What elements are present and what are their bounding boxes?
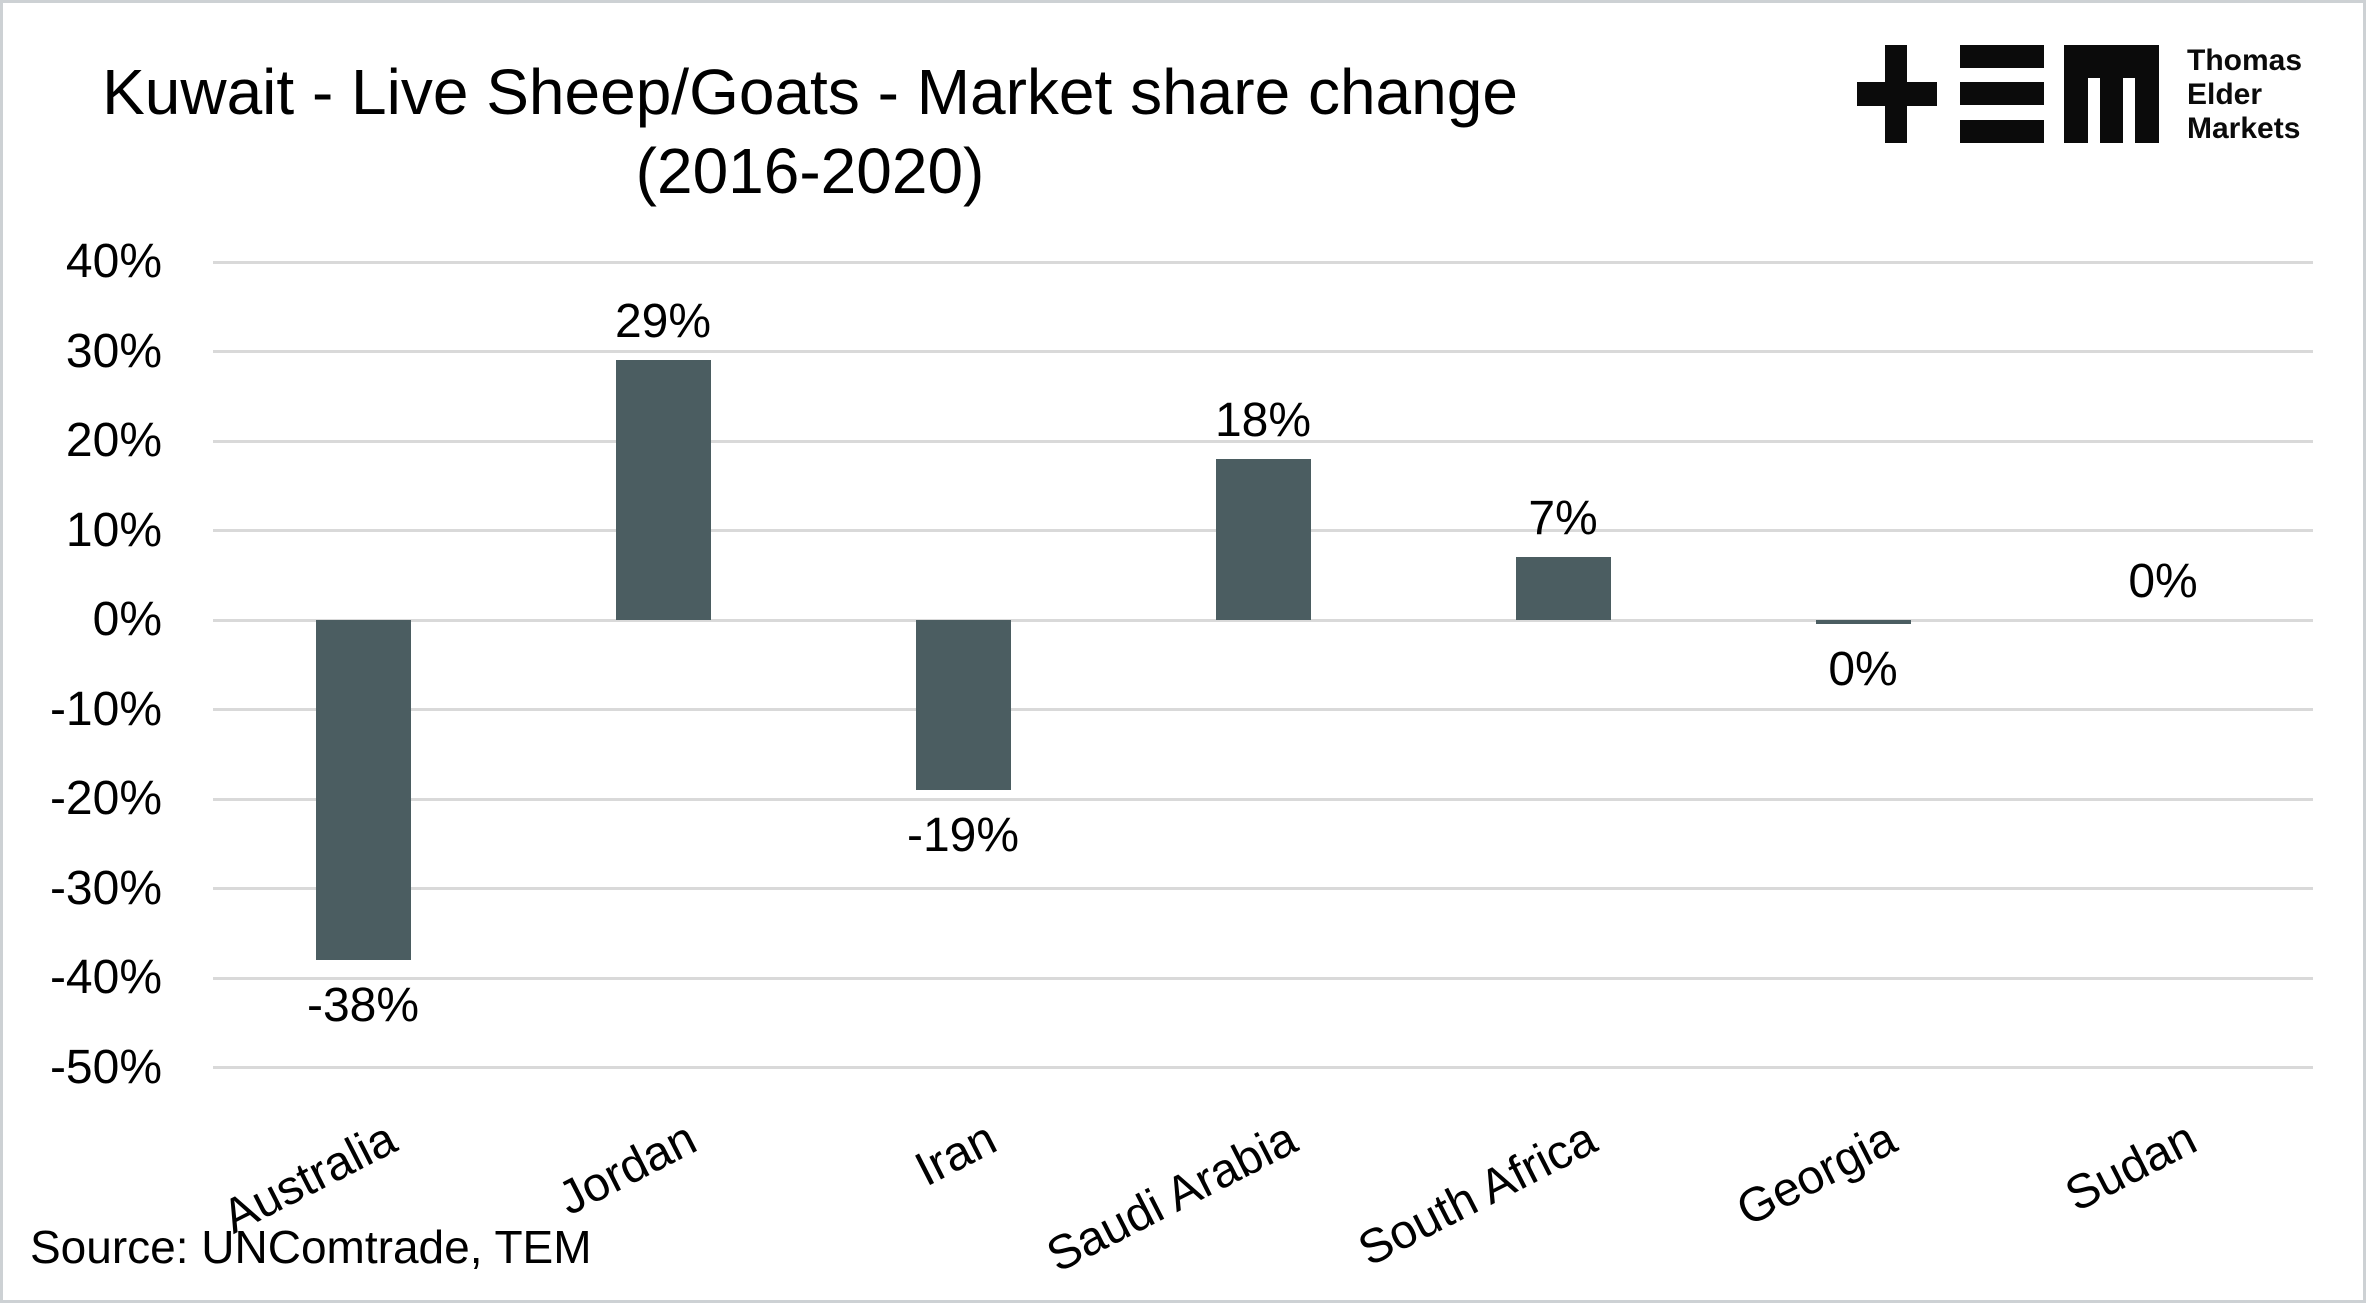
- chart-title: Kuwait - Live Sheep/Goats - Market share…: [42, 53, 1578, 211]
- gridline: [213, 797, 2313, 801]
- value-label-sudan: 0%: [2128, 555, 2198, 608]
- gridline: [213, 887, 2313, 890]
- gridline: [213, 1066, 2313, 1069]
- tem-logo-m-glyph: [2064, 45, 2159, 143]
- gridline: [213, 618, 2313, 622]
- x-axis-label-iran: Iran: [907, 1112, 1006, 1197]
- y-axis-tick-label: -10%: [49, 682, 162, 736]
- bar-iran: [915, 620, 1011, 791]
- y-axis-tick-label: 10%: [65, 503, 162, 557]
- tem-logo-e-glyph: [1960, 45, 2044, 143]
- bar-south-africa: [1515, 557, 1611, 620]
- chart-title-line2: (2016-2020): [635, 135, 985, 207]
- value-label-georgia: 0%: [1828, 642, 1898, 696]
- tem-logo-plus-glyph: [1857, 45, 1937, 143]
- x-axis-label-south-africa: South Africa: [1350, 1112, 1606, 1277]
- chart-title-line1: Kuwait - Live Sheep/Goats - Market share…: [102, 56, 1518, 128]
- x-axis-label-sudan: Sudan: [2057, 1112, 2206, 1223]
- bar-jordan: [615, 360, 711, 620]
- value-label-jordan: 29%: [614, 295, 712, 349]
- y-axis-tick-label: -20%: [49, 772, 162, 825]
- tem-logo-text-line3: Markets: [2187, 112, 2300, 145]
- y-axis-tick-label: 0%: [92, 593, 162, 646]
- value-label-australia: -38%: [306, 979, 420, 1033]
- source-note: Source: UNComtrade, TEM: [30, 1221, 592, 1273]
- y-axis-tick-label: 30%: [65, 324, 162, 378]
- tem-logo-text-line2: Elder: [2187, 78, 2262, 111]
- y-axis-tick-label: -40%: [49, 951, 162, 1004]
- y-axis-tick-label: 40%: [65, 235, 162, 288]
- x-axis-label-georgia: Georgia: [1728, 1112, 1906, 1237]
- y-axis-tick-label: 20%: [65, 414, 162, 467]
- x-axis-label-jordan: Jordan: [550, 1112, 706, 1226]
- tem-logo-text-line1: Thomas: [2187, 45, 2302, 77]
- gridline: [213, 439, 2313, 443]
- y-axis-tick-label: -50%: [49, 1040, 162, 1094]
- value-label-iran: -19%: [906, 809, 1020, 863]
- bar-georgia: [1815, 620, 1911, 624]
- bar-saudi-arabia: [1215, 458, 1311, 620]
- value-label-saudi-arabia: 18%: [1214, 393, 1312, 447]
- value-label-south-africa: 7%: [1528, 492, 1598, 546]
- gridline: [213, 976, 2313, 980]
- gridline: [213, 708, 2313, 711]
- gridline: [213, 260, 2313, 264]
- bar-australia: [315, 620, 411, 961]
- tem-logo: Thomas Elder Markets: [1857, 45, 2302, 145]
- y-axis-tick-label: -30%: [49, 861, 162, 915]
- x-axis-label-saudi-arabia: Saudi Arabia: [1038, 1112, 1306, 1283]
- gridline: [213, 350, 2313, 353]
